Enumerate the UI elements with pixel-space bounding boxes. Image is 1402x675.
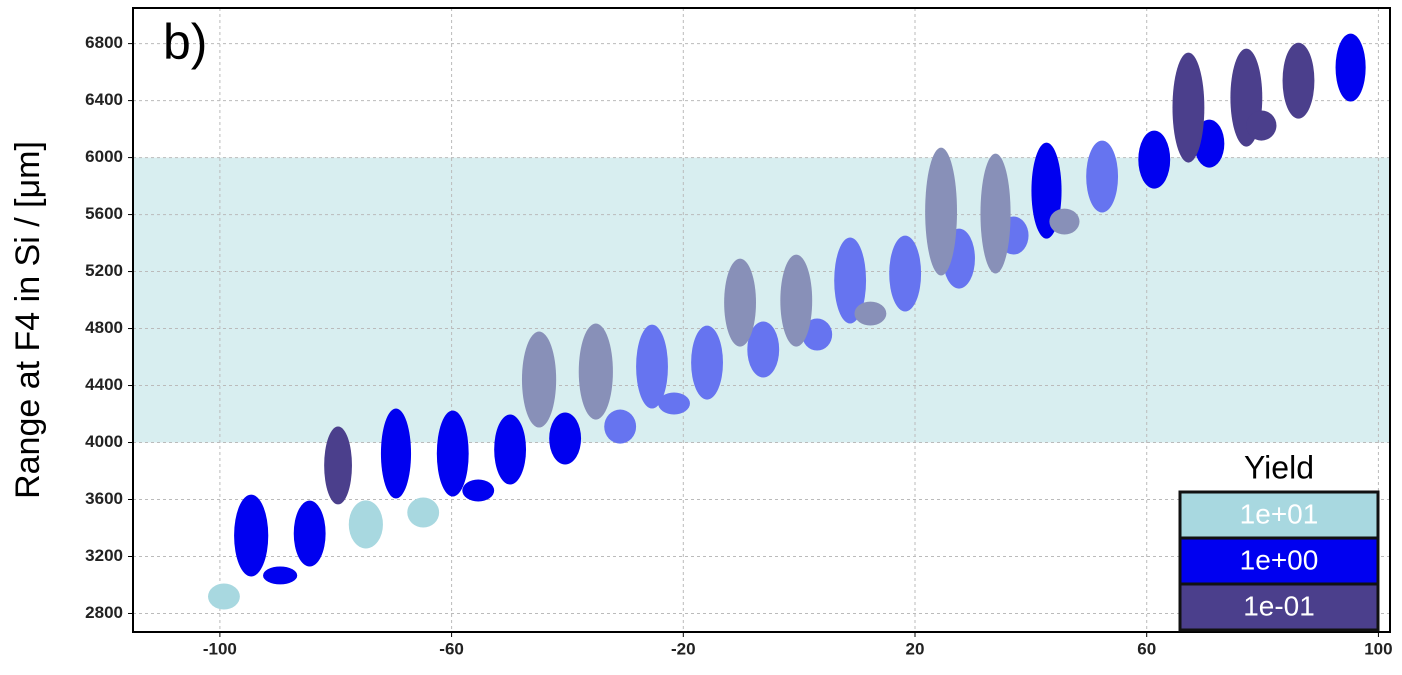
x-tick-label: 60: [1137, 639, 1156, 658]
data-ellipse: [549, 412, 582, 465]
data-ellipse: [293, 500, 326, 567]
data-ellipse: [1335, 33, 1366, 102]
data-ellipse: [780, 254, 813, 347]
data-ellipse: [636, 324, 668, 409]
y-tick-label: 4800: [85, 318, 123, 337]
data-ellipse: [578, 323, 613, 420]
x-tick-label: 100: [1364, 639, 1392, 658]
data-ellipse: [380, 408, 412, 499]
legend-label: 1e-01: [1243, 590, 1315, 621]
y-tick-label: 6800: [85, 33, 123, 52]
legend-label: 1e+00: [1240, 544, 1319, 575]
data-ellipse: [234, 494, 269, 577]
panel-label: b): [163, 14, 207, 70]
legend-swatch: [1178, 490, 1380, 540]
x-tick-label: -60: [439, 639, 464, 658]
legend-label: 1e+01: [1240, 498, 1319, 529]
plot-frame: [132, 7, 1391, 633]
data-ellipse: [1172, 52, 1205, 163]
y-tick-label: 4400: [85, 375, 123, 394]
data-ellipse: [494, 414, 527, 485]
data-ellipse: [980, 153, 1011, 274]
data-ellipse: [1282, 42, 1315, 119]
y-tick-label: 4000: [85, 432, 123, 451]
data-ellipse: [1138, 130, 1171, 189]
data-ellipse: [263, 566, 298, 585]
legend-title: Yield: [1244, 449, 1314, 485]
data-ellipse: [604, 409, 637, 444]
data-ellipse: [658, 392, 690, 415]
x-tick-label: -100: [203, 639, 237, 658]
data-ellipse: [889, 235, 922, 312]
data-ellipse: [348, 500, 383, 549]
data-ellipse: [1246, 110, 1277, 141]
data-ellipse: [802, 318, 833, 351]
data-ellipse: [208, 583, 240, 610]
data-ellipse: [1086, 140, 1119, 213]
legend-swatch: [1178, 582, 1380, 632]
data-ellipse: [407, 497, 440, 528]
y-tick-label: 5200: [85, 261, 123, 280]
x-tick-label: 20: [906, 639, 925, 658]
data-ellipse: [436, 410, 469, 497]
y-tick-label: 6400: [85, 90, 123, 109]
y-tick-label: 2800: [85, 603, 123, 622]
data-ellipse: [747, 321, 780, 378]
data-ellipse: [925, 147, 958, 276]
data-ellipse: [834, 237, 867, 324]
data-ellipse: [854, 301, 887, 326]
data-ellipse: [521, 331, 557, 428]
y-tick-label: 5600: [85, 204, 123, 223]
y-tick-label: 3600: [85, 489, 123, 508]
y-tick-label: 6000: [85, 147, 123, 166]
data-ellipse: [724, 258, 756, 347]
highlight-band: [133, 157, 1390, 443]
data-ellipse: [462, 479, 495, 502]
data-ellipse: [324, 426, 352, 505]
data-ellipse: [691, 325, 723, 400]
y-tick-label: 3200: [85, 546, 123, 565]
x-tick-label: -20: [671, 639, 696, 658]
y-axis-label: Range at F4 in Si / [μm]: [9, 141, 47, 499]
data-ellipse: [1049, 208, 1080, 235]
